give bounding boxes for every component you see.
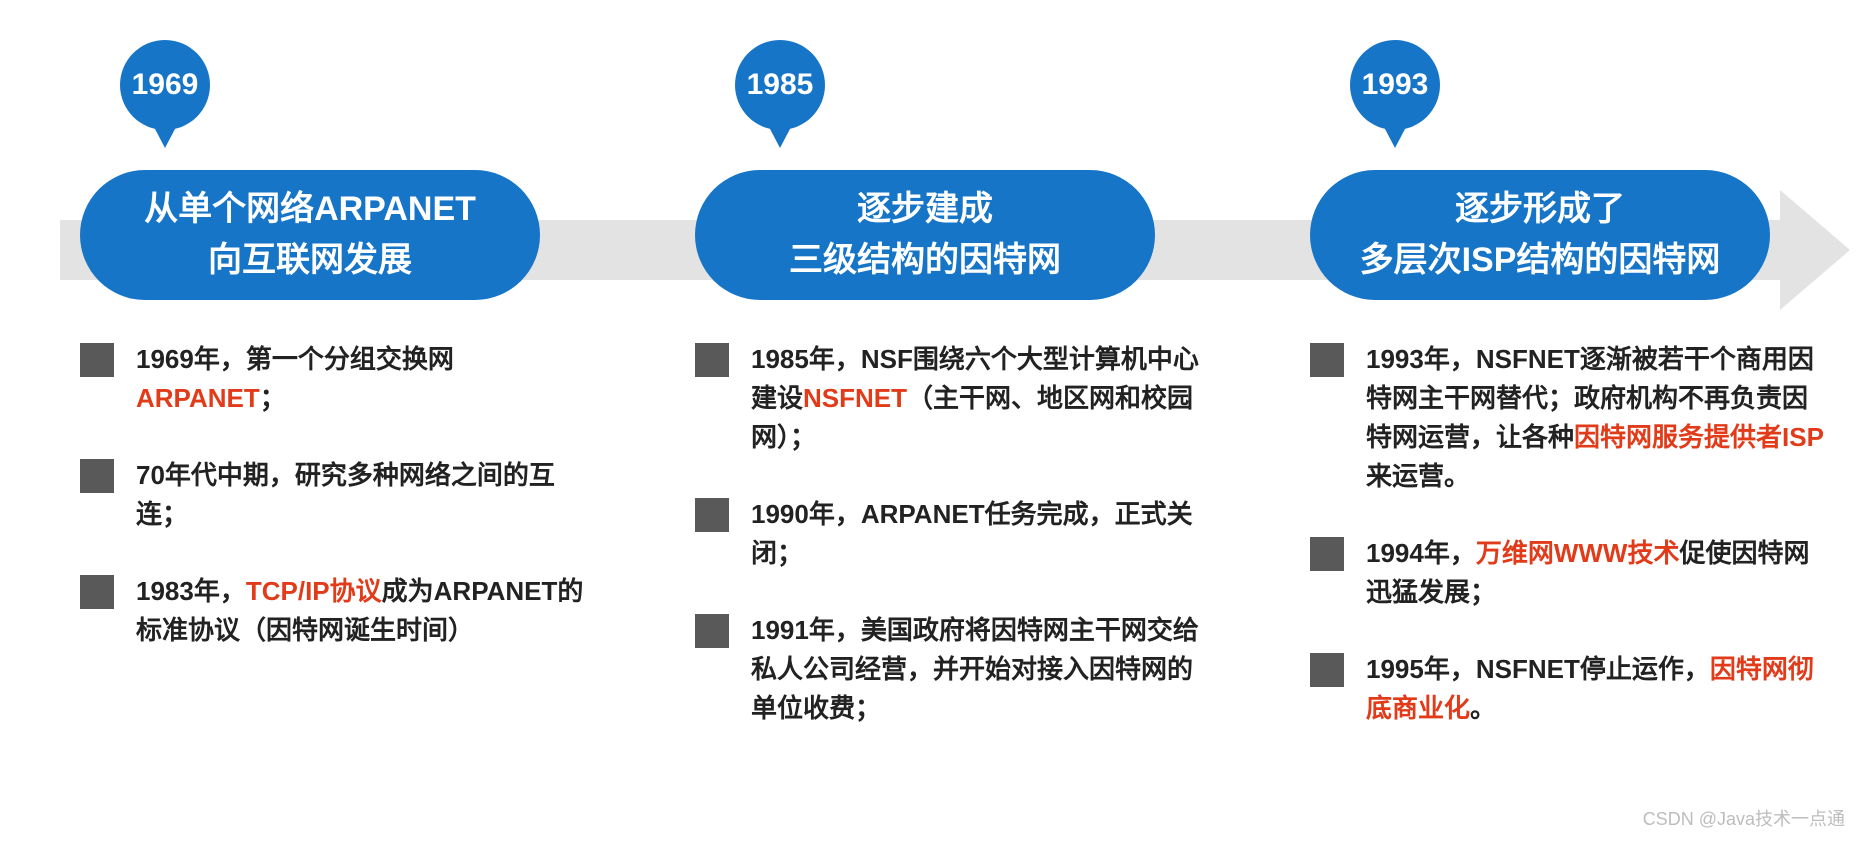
bullet-square-icon — [695, 498, 729, 532]
bullet-text: 70年代中期，研究多种网络之间的互连； — [136, 456, 600, 534]
bullet-list-3: 1993年，NSFNET逐渐被若干个商用因特网主干网替代；政府机构不再负责因特网… — [1310, 340, 1830, 728]
bullet-text: 1985年，NSF围绕六个大型计算机中心建设NSFNET（主干网、地区网和校园网… — [751, 340, 1215, 457]
bullet-item: 70年代中期，研究多种网络之间的互连； — [80, 456, 600, 534]
bullet-square-icon — [80, 343, 114, 377]
bullet-text: 1983年，TCP/IP协议成为ARPANET的标准协议（因特网诞生时间） — [136, 572, 600, 650]
pill-line1: 逐步建成 — [857, 184, 993, 235]
year-pin-3: 1993 — [1350, 40, 1450, 160]
bullet-square-icon — [1310, 343, 1344, 377]
pill-line1: 从单个网络ARPANET — [144, 184, 476, 235]
year-label: 1969 — [132, 68, 199, 102]
year-pin-2: 1985 — [735, 40, 835, 160]
watermark: CSDN @Java技术一点通 — [1643, 805, 1845, 831]
bullet-text: 1993年，NSFNET逐渐被若干个商用因特网主干网替代；政府机构不再负责因特网… — [1366, 340, 1830, 496]
bullet-text: 1995年，NSFNET停止运作，因特网彻底商业化。 — [1366, 650, 1830, 728]
bullet-item: 1990年，ARPANET任务完成，正式关闭； — [695, 495, 1215, 573]
year-pin-1: 1969 — [120, 40, 220, 160]
pin-circle: 1993 — [1350, 40, 1440, 130]
bullet-square-icon — [1310, 537, 1344, 571]
year-label: 1993 — [1362, 68, 1429, 102]
stage-title-pill-2: 逐步建成 三级结构的因特网 — [695, 170, 1155, 300]
pill-line2: 向互联网发展 — [208, 235, 412, 286]
pin-circle: 1969 — [120, 40, 210, 130]
bullet-square-icon — [80, 575, 114, 609]
bullet-item: 1983年，TCP/IP协议成为ARPANET的标准协议（因特网诞生时间） — [80, 572, 600, 650]
stage-title-pill-1: 从单个网络ARPANET 向互联网发展 — [80, 170, 540, 300]
bullet-square-icon — [80, 459, 114, 493]
bullet-text: 1969年，第一个分组交换网ARPANET； — [136, 340, 600, 418]
bullet-text: 1990年，ARPANET任务完成，正式关闭； — [751, 495, 1215, 573]
bullet-item: 1969年，第一个分组交换网ARPANET； — [80, 340, 600, 418]
bullet-list-1: 1969年，第一个分组交换网ARPANET； 70年代中期，研究多种网络之间的互… — [80, 340, 600, 650]
stage-1: 1969 从单个网络ARPANET 向互联网发展 1969年，第一个分组交换网A… — [80, 40, 600, 728]
stages-container: 1969 从单个网络ARPANET 向互联网发展 1969年，第一个分组交换网A… — [80, 40, 1840, 728]
bullet-item: 1985年，NSF围绕六个大型计算机中心建设NSFNET（主干网、地区网和校园网… — [695, 340, 1215, 457]
bullet-square-icon — [695, 343, 729, 377]
bullet-item: 1993年，NSFNET逐渐被若干个商用因特网主干网替代；政府机构不再负责因特网… — [1310, 340, 1830, 496]
pill-line2: 多层次ISP结构的因特网 — [1360, 235, 1721, 286]
bullet-text: 1991年，美国政府将因特网主干网交给私人公司经营，并开始对接入因特网的单位收费… — [751, 611, 1215, 728]
bullet-item: 1991年，美国政府将因特网主干网交给私人公司经营，并开始对接入因特网的单位收费… — [695, 611, 1215, 728]
bullet-square-icon — [1310, 653, 1344, 687]
pill-line1: 逐步形成了 — [1455, 184, 1625, 235]
year-label: 1985 — [747, 68, 814, 102]
stage-3: 1993 逐步形成了 多层次ISP结构的因特网 1993年，NSFNET逐渐被若… — [1310, 40, 1830, 728]
stage-2: 1985 逐步建成 三级结构的因特网 1985年，NSF围绕六个大型计算机中心建… — [695, 40, 1215, 728]
bullet-list-2: 1985年，NSF围绕六个大型计算机中心建设NSFNET（主干网、地区网和校园网… — [695, 340, 1215, 728]
stage-title-pill-3: 逐步形成了 多层次ISP结构的因特网 — [1310, 170, 1770, 300]
bullet-item: 1995年，NSFNET停止运作，因特网彻底商业化。 — [1310, 650, 1830, 728]
bullet-square-icon — [695, 614, 729, 648]
bullet-text: 1994年，万维网WWW技术促使因特网迅猛发展； — [1366, 534, 1830, 612]
pin-circle: 1985 — [735, 40, 825, 130]
pill-line2: 三级结构的因特网 — [789, 235, 1061, 286]
bullet-item: 1994年，万维网WWW技术促使因特网迅猛发展； — [1310, 534, 1830, 612]
